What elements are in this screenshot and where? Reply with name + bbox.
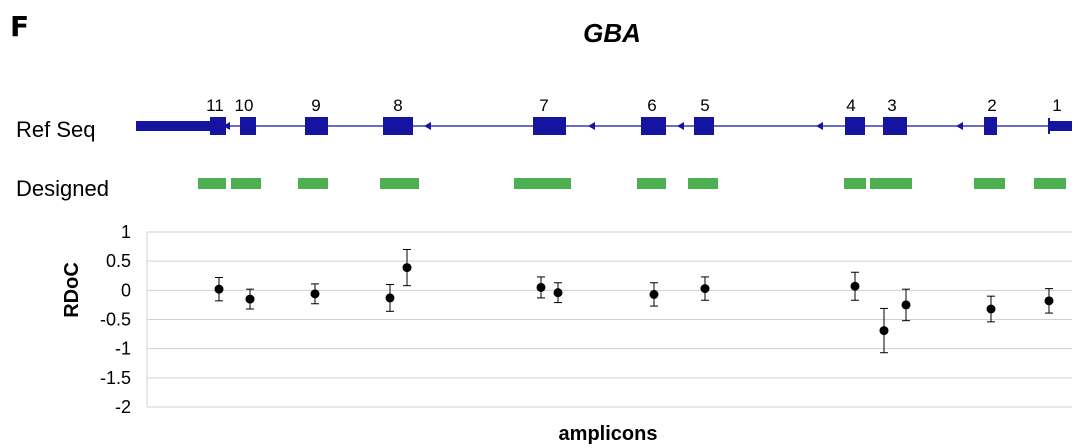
y-tick-label: 1 [121,222,131,242]
y-tick-label: -1.5 [100,368,131,388]
exon-5 [694,117,714,135]
exon-10 [240,117,256,135]
designed-amplicon-2 [231,178,261,189]
data-point [214,284,224,294]
exon-label-10: 10 [235,96,254,115]
exon-6 [641,117,666,135]
data-point [879,326,889,336]
strand-arrow-4 [677,122,684,130]
strand-arrow-3 [588,122,595,130]
exon-label-9: 9 [311,96,320,115]
y-axis-title: RDoC [61,262,83,318]
data-point [901,300,911,310]
designed-amplicon-3 [298,178,328,189]
y-tick-label: -0.5 [100,310,131,330]
designed-amplicon-10 [974,178,1005,189]
designed-amplicon-4 [380,178,419,189]
designed-amplicon-8 [844,178,866,189]
designed-amplicon-9 [870,178,912,189]
strand-arrow-5 [816,122,823,130]
exon-4 [845,117,865,135]
gene-title: GBA [583,18,641,48]
y-tick-label: -2 [115,397,131,417]
designed-amplicon-7 [688,178,718,189]
data-point [850,281,860,291]
utr-3prime [136,121,210,131]
designed-amplicon-5 [514,178,571,189]
designed-amplicon-11 [1034,178,1066,189]
exon-label-4: 4 [846,96,855,115]
data-point [402,263,412,273]
data-point [649,289,659,299]
exon-label-8: 8 [393,96,402,115]
strand-arrow-1 [223,122,230,130]
data-point [536,282,546,292]
exon-label-6: 6 [647,96,656,115]
exon-label-3: 3 [887,96,896,115]
data-point [1044,296,1054,306]
exon-label-1: 1 [1052,96,1061,115]
utr-5prime [1048,121,1072,131]
data-point [385,293,395,303]
designed-amplicon-1 [198,178,226,189]
panel-label: F [10,10,29,43]
exon-label-5: 5 [700,96,709,115]
data-point [245,294,255,304]
exon-7 [533,117,566,135]
x-axis-title: amplicons [559,423,658,445]
refseq-gene-model: 11 10 9 8 7 6 5 4 3 2 1 [136,96,1072,135]
data-point [553,288,563,298]
exon-label-7: 7 [539,96,548,115]
y-tick-label: -1 [115,339,131,359]
rdoc-plot-area: 1 0.5 0 -0.5 -1 -1.5 -2 [100,222,1072,417]
strand-arrow-2 [424,122,431,130]
designed-amplicon-6 [637,178,666,189]
exon-label-11: 11 [206,96,224,115]
y-tick-label: 0 [121,280,131,300]
exon-11 [210,117,226,135]
data-point [700,284,710,294]
y-tick-label: 0.5 [106,251,131,271]
designed-track-label: Designed [16,176,109,201]
exon-3 [883,117,907,135]
exon-label-2: 2 [987,96,996,115]
exon-9 [305,117,328,135]
exon-2 [984,117,997,135]
refseq-track-label: Ref Seq [16,117,96,142]
strand-arrow-6 [956,122,963,130]
designed-amplicon-track [198,178,1066,189]
data-point [986,304,996,314]
data-point [310,289,320,299]
exon-8 [383,117,413,135]
